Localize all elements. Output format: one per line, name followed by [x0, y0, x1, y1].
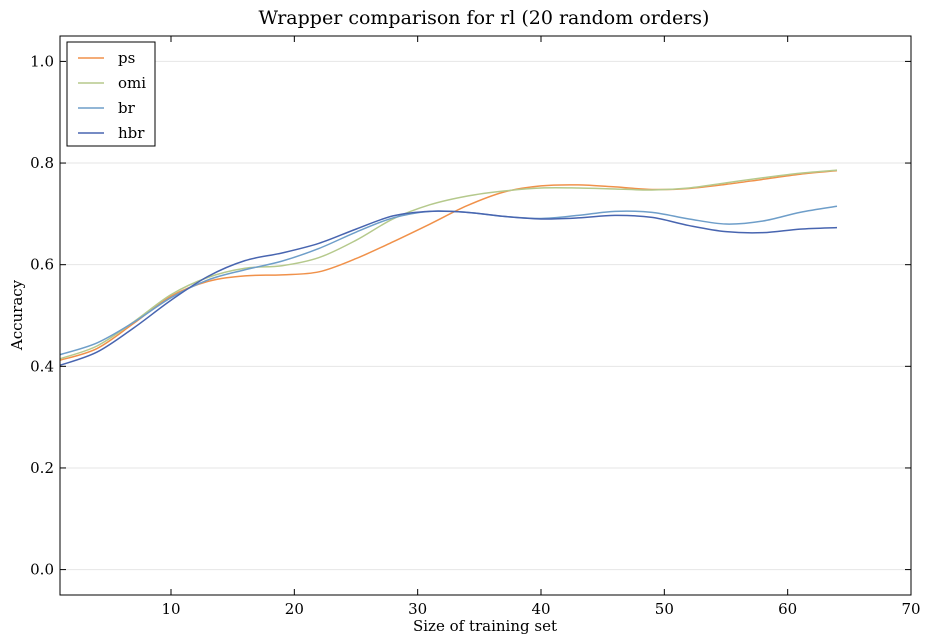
series-line-hbr [59, 210, 838, 367]
y-tick-label: 1.0 [30, 52, 54, 70]
plot-frame [59, 35, 912, 596]
x-tick-label: 10 [161, 600, 180, 618]
legend-label-br: br [118, 99, 136, 117]
chart-title: Wrapper comparison for rl (20 random ord… [259, 7, 710, 29]
legend-label-ps: ps [118, 49, 135, 67]
y-tick-label: 0.8 [30, 154, 54, 172]
x-tick-label: 30 [408, 600, 427, 618]
y-axis-label: Accuracy [8, 279, 26, 351]
y-tick-label: 0.6 [30, 256, 54, 274]
series-line-omi [59, 169, 838, 360]
gridlines [60, 60, 911, 571]
x-tick-label: 70 [901, 600, 920, 618]
series-line-br [59, 205, 838, 356]
legend-label-hbr: hbr [118, 124, 145, 142]
series-lines [59, 169, 838, 367]
y-tick-label: 0.4 [30, 357, 54, 375]
legend: ps omi br hbr [66, 41, 156, 147]
legend-box [66, 41, 156, 147]
x-tick-label: 60 [778, 600, 797, 618]
x-tick-label: 20 [285, 600, 304, 618]
y-tick-label: 0.0 [30, 561, 54, 579]
x-tick-label: 50 [655, 600, 674, 618]
x-tick-label: 40 [531, 600, 550, 618]
axis-ticks: 0.0 0.2 0.4 0.6 0.8 1.0 10 20 30 40 50 60 70 [30, 36, 921, 618]
legend-label-omi: omi [118, 74, 146, 92]
x-axis-label: Size of training set [413, 617, 557, 635]
y-tick-label: 0.2 [30, 459, 54, 477]
